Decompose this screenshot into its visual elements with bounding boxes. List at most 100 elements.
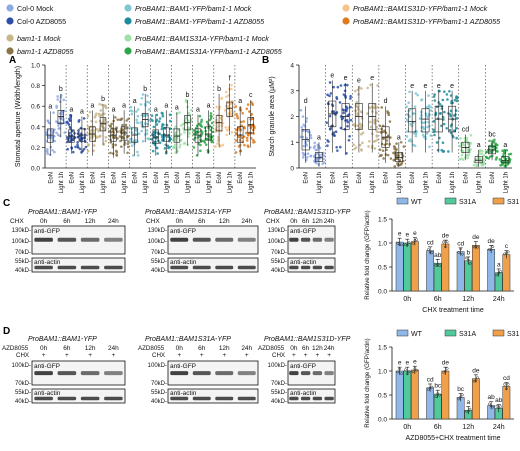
marker-label: 100kD- — [12, 363, 31, 369]
legend-marker — [342, 17, 350, 25]
data-point — [406, 130, 409, 133]
replicate-point — [476, 245, 480, 249]
legend-label: ProBAM1::BAM1S31A-YFP/bam1-1 Mock — [135, 34, 269, 43]
data-point — [375, 134, 379, 137]
data-point — [189, 108, 193, 112]
data-point — [247, 110, 251, 113]
replicate-point — [468, 262, 472, 265]
data-point — [147, 108, 151, 111]
data-point — [200, 139, 203, 143]
data-point — [224, 126, 228, 129]
data-point — [336, 149, 339, 152]
legend-label: S31A — [459, 331, 476, 338]
data-point — [346, 83, 349, 87]
data-point — [422, 135, 426, 139]
significance-letter: e — [450, 83, 454, 90]
gfp-band — [80, 371, 100, 376]
data-point — [441, 98, 445, 102]
significance-letter: de — [472, 367, 480, 374]
blot-title: ProBAM1::BAM1S31A-YFP — [145, 336, 231, 343]
data-point — [93, 115, 97, 119]
data-point — [418, 116, 422, 120]
x-tick-label: EoN — [384, 172, 390, 184]
data-point — [139, 121, 143, 124]
data-point — [428, 145, 431, 149]
data-point — [145, 129, 149, 132]
data-point — [130, 112, 134, 116]
data-point — [71, 138, 74, 141]
data-point — [210, 115, 213, 118]
marker-label: 70kD- — [151, 250, 167, 256]
significance-letter: a — [154, 106, 158, 113]
data-point — [196, 131, 199, 134]
plus-sign: + — [88, 352, 92, 359]
data-point — [136, 150, 139, 154]
antibody-label-actin: anti-actin — [170, 259, 197, 266]
replicate-point — [472, 245, 476, 249]
time-label: 12h — [312, 345, 323, 352]
antibody-label-actin: anti-actin — [170, 390, 197, 397]
data-point — [83, 136, 86, 140]
data-point — [123, 133, 126, 136]
data-point — [382, 137, 386, 140]
data-point — [301, 129, 305, 132]
data-point — [223, 109, 227, 112]
data-point — [192, 146, 196, 149]
data-point — [59, 112, 62, 115]
data-point — [106, 121, 109, 124]
data-point — [51, 148, 54, 152]
data-point — [45, 149, 49, 153]
significance-letter: b — [185, 92, 189, 99]
data-point — [349, 97, 352, 100]
actin-band — [324, 265, 334, 270]
data-point — [146, 94, 149, 97]
marker-label: 55kD- — [151, 259, 167, 265]
panel-letter-d: D — [3, 326, 10, 337]
data-point — [140, 113, 144, 117]
data-point — [357, 93, 360, 96]
data-point — [237, 126, 240, 130]
data-point — [115, 150, 119, 154]
data-point — [373, 119, 376, 122]
significance-letter: a — [477, 142, 481, 149]
data-point — [66, 140, 69, 144]
x-tick-label: Light 1h — [370, 172, 376, 193]
significance-letter: e — [424, 83, 428, 90]
data-point — [438, 102, 442, 106]
x-tick-label: Light 1h — [477, 172, 483, 193]
data-point — [375, 130, 379, 134]
data-point — [50, 131, 53, 135]
data-point — [440, 107, 444, 110]
x-tick-label: Light 1h — [185, 172, 191, 193]
data-point — [359, 110, 363, 113]
bar — [426, 387, 435, 420]
data-point — [157, 120, 161, 123]
data-point — [367, 145, 370, 148]
data-point — [245, 107, 249, 111]
data-point — [76, 143, 79, 147]
data-point — [395, 142, 398, 145]
data-point — [442, 122, 446, 126]
significance-letter: a — [175, 104, 179, 111]
actin-band — [34, 396, 53, 401]
blot-title: ProBAM1::BAM1S31D-YFP — [264, 336, 351, 343]
replicate-point — [499, 405, 502, 408]
data-point — [485, 150, 488, 154]
y-tick-label: 1.0 — [378, 241, 387, 248]
data-point — [459, 144, 462, 148]
data-point — [160, 133, 164, 137]
data-point — [322, 160, 326, 164]
data-point — [121, 123, 124, 127]
significance-letter: b — [143, 86, 147, 93]
bar — [395, 241, 404, 292]
actin-band — [312, 265, 323, 270]
legend-label: ProBAM1::BAM1S31A-YFP/bam1-1 AZD8055 — [135, 47, 283, 56]
data-point — [504, 164, 508, 168]
data-point — [242, 120, 245, 123]
data-point — [145, 100, 149, 104]
data-point — [495, 156, 499, 159]
time-label: 24h — [241, 218, 252, 225]
data-point — [135, 110, 138, 113]
data-point — [47, 136, 51, 140]
significance-letter: a — [196, 106, 200, 113]
